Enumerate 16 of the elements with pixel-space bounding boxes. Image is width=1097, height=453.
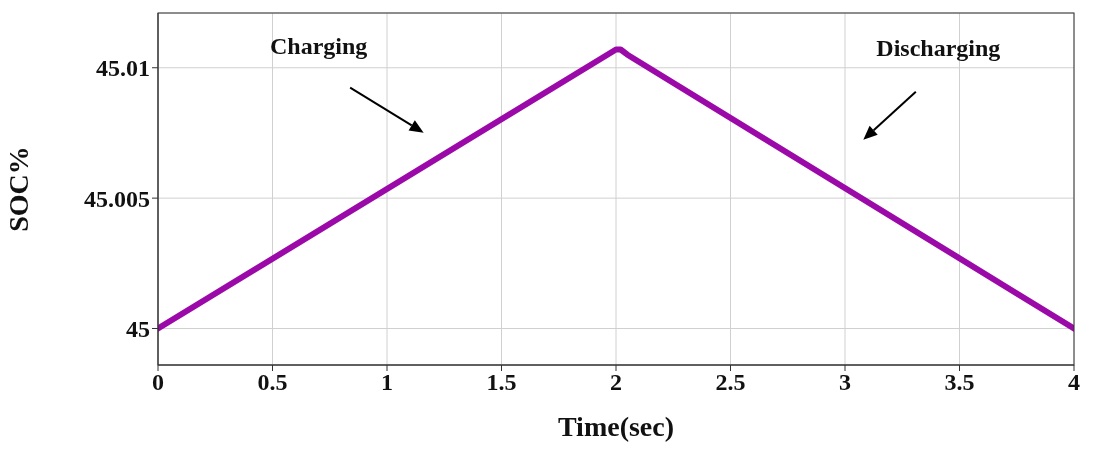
x-tick-label: 2 (610, 369, 622, 396)
x-axis-title: Time(sec) (557, 411, 675, 442)
x-tick-label: 1.5 (486, 369, 517, 396)
y-tick-label: 45.01 (96, 55, 150, 82)
x-tick-label: 2.5 (715, 369, 746, 396)
annotation: Discharging (876, 34, 1001, 61)
y-axis-title: SOC% (2, 146, 34, 232)
x-tick-label: 0 (152, 369, 164, 396)
x-tick-label: 1 (381, 369, 393, 396)
y-tick-label: 45.005 (84, 185, 150, 212)
x-tick-label: 0.5 (257, 369, 288, 396)
x-tick-label: 3.5 (944, 369, 975, 396)
annotation: Charging (269, 32, 368, 59)
x-tick-label: 3 (839, 369, 851, 396)
y-tick-label: 45 (126, 316, 150, 343)
x-tick-label: 4 (1068, 369, 1080, 396)
